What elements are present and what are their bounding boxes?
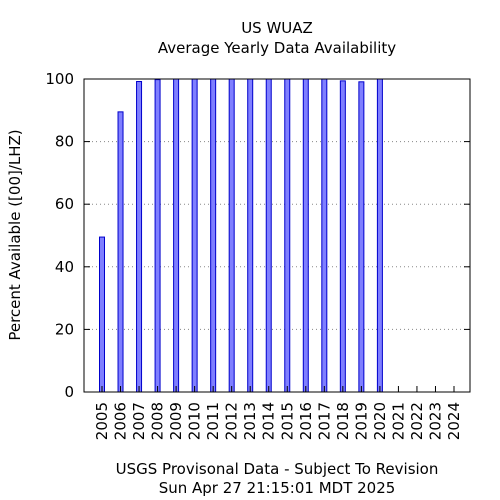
chart-subtitle: Average Yearly Data Availability	[158, 39, 396, 57]
bar-2015	[284, 78, 291, 393]
bar-2007	[136, 81, 143, 393]
x-tick-label: 2019	[352, 402, 370, 440]
plot-frame	[83, 78, 471, 393]
bar-2006	[117, 111, 124, 393]
x-tick-label: 2005	[93, 402, 111, 440]
footer-line-1: USGS Provisonal Data - Subject To Revisi…	[116, 460, 439, 478]
x-tick-label: 2021	[389, 402, 407, 440]
bar-2009	[173, 78, 180, 393]
y-tick-label: 40	[55, 258, 74, 276]
bar-2017	[321, 78, 328, 393]
footer-line-2: Sun Apr 27 21:15:01 MDT 2025	[159, 479, 396, 497]
y-axis-label: Percent Available ([00]/LHZ)	[6, 129, 24, 340]
x-tick-label: 2007	[130, 402, 148, 440]
bar-2014	[265, 78, 272, 393]
bar-2010	[191, 78, 198, 393]
bar-2018	[339, 80, 346, 393]
x-tick-label: 2011	[204, 402, 222, 440]
x-tick-label: 2017	[315, 402, 333, 440]
x-tick-label: 2006	[112, 402, 130, 440]
x-tick-label: 2015	[278, 402, 296, 440]
chart-title: US WUAZ	[241, 19, 313, 37]
x-tick-label: 2010	[186, 402, 204, 440]
y-tick-label: 20	[55, 320, 74, 338]
bar-2013	[247, 78, 254, 393]
bar-2012	[228, 78, 235, 393]
y-tick-label: 60	[55, 195, 74, 213]
bars	[99, 78, 383, 393]
bar-2020	[376, 78, 383, 393]
x-axis-ticks: 2005 2006 2007 2008 2009 2010 2011 2012 2013 2014…	[93, 386, 463, 440]
x-tick-label: 2014	[260, 402, 278, 440]
gridlines	[84, 141, 470, 330]
x-tick-label: 2012	[223, 402, 241, 440]
x-tick-label: 2023	[426, 402, 444, 440]
bar-2005	[99, 236, 105, 393]
x-tick-label: 2013	[241, 402, 259, 440]
x-tick-label: 2024	[445, 402, 463, 440]
x-tick-label: 2020	[371, 402, 389, 440]
bar-2019	[358, 81, 365, 393]
x-tick-label: 2018	[334, 402, 352, 440]
y-tick-label: 100	[45, 70, 74, 88]
bar-2008	[154, 79, 161, 393]
y-tick-label: 0	[64, 383, 74, 401]
x-tick-label: 2022	[408, 402, 426, 440]
x-tick-label: 2016	[297, 402, 315, 440]
y-tick-label: 80	[55, 133, 74, 151]
bar-2011	[210, 78, 217, 393]
y-axis-ticks: 0 20 40 60 80 100	[45, 70, 470, 401]
x-tick-label: 2008	[149, 402, 167, 440]
bar-2016	[302, 78, 309, 393]
x-tick-label: 2009	[167, 402, 185, 440]
